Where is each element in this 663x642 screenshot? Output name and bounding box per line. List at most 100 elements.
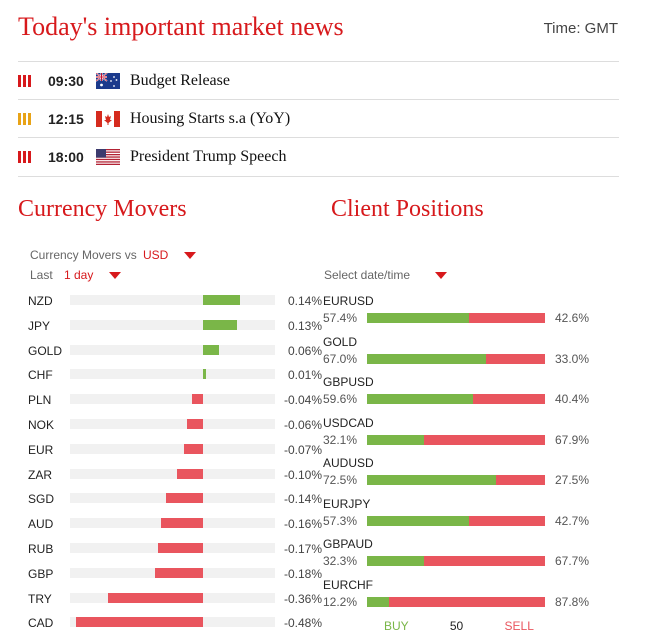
currency-name: EUR xyxy=(28,442,54,457)
buy-bar xyxy=(367,556,425,566)
position-bar xyxy=(367,556,545,566)
client-position-row[interactable]: GOLD 67.0% 33.0% xyxy=(323,335,593,375)
date-time-dropdown[interactable]: Select date/time xyxy=(324,268,448,282)
client-position-row[interactable]: AUDUSD 72.5% 27.5% xyxy=(323,456,593,496)
news-title: Today's important market news xyxy=(18,12,344,41)
currency-name: CAD xyxy=(28,616,54,631)
australia-flag-icon xyxy=(96,73,120,89)
sell-bar xyxy=(468,515,545,526)
currency-bar xyxy=(158,543,203,553)
currency-bar-track xyxy=(70,443,275,454)
sell-percent: 40.4% xyxy=(554,392,589,406)
client-positions-title: Client Positions xyxy=(331,196,484,222)
news-time: 12:15 xyxy=(48,111,84,127)
currency-change: -0.48% xyxy=(283,616,322,631)
position-bar xyxy=(367,313,545,323)
currency-bar-track xyxy=(70,344,275,355)
currency-bar-track xyxy=(70,543,275,553)
chevron-down-icon xyxy=(108,272,121,280)
news-row[interactable]: 12:15 Housing Starts s.a (YoY) xyxy=(18,99,619,138)
currency-bar xyxy=(165,493,203,504)
period-value: 1 day xyxy=(64,268,94,282)
position-bar xyxy=(367,434,545,445)
sell-bar xyxy=(424,556,545,566)
currency-row[interactable]: CHF 0.01% xyxy=(28,363,322,387)
period-dropdown[interactable]: 1 day xyxy=(64,268,121,282)
currency-row[interactable]: NZD 0.14% xyxy=(28,289,322,313)
currency-name: GBP xyxy=(28,566,54,581)
currency-bar xyxy=(187,419,203,429)
news-row[interactable]: 09:30 Budget Release xyxy=(18,61,619,100)
news-text[interactable]: Housing Starts s.a (YoY) xyxy=(130,110,291,127)
currency-bar-track xyxy=(70,493,275,504)
currency-bar-track xyxy=(70,518,275,529)
buy-percent: 57.4% xyxy=(323,311,358,325)
news-time: 18:00 xyxy=(48,149,84,165)
currency-name: ZAR xyxy=(28,467,52,482)
client-position-row[interactable]: GBPUSD 59.6% 40.4% xyxy=(323,375,593,415)
pair-name: EURCHF xyxy=(323,577,373,592)
sell-percent: 42.6% xyxy=(554,311,589,325)
currency-row[interactable]: RUB -0.17% xyxy=(28,537,322,561)
position-bar xyxy=(367,475,545,485)
currency-change: -0.17% xyxy=(283,542,322,556)
sell-legend: SELL xyxy=(504,619,534,633)
currency-row[interactable]: GBP -0.18% xyxy=(28,562,322,586)
currency-row[interactable]: SGD -0.14% xyxy=(28,487,322,511)
timezone-label[interactable]: Time: GMT xyxy=(543,20,618,37)
date-time-label: Select date/time xyxy=(324,268,411,282)
sell-bar xyxy=(486,353,545,364)
chevron-down-icon xyxy=(183,252,196,260)
currency-bar xyxy=(176,468,203,479)
currency-bar xyxy=(184,443,203,454)
client-position-row[interactable]: USDCAD 32.1% 67.9% xyxy=(323,416,593,456)
sell-bar xyxy=(424,434,545,445)
currency-bar-track xyxy=(70,567,275,578)
news-text[interactable]: President Trump Speech xyxy=(130,148,287,165)
pair-name: GBPUSD xyxy=(323,375,374,389)
currency-name: AUD xyxy=(28,517,54,532)
position-bar xyxy=(367,353,545,364)
sell-bar xyxy=(469,313,545,323)
currency-name: NOK xyxy=(28,418,55,432)
sell-bar xyxy=(388,596,545,607)
client-position-row[interactable]: EURUSD 57.4% 42.6% xyxy=(323,294,593,334)
currency-bar xyxy=(155,567,203,578)
news-row[interactable]: 18:00 President Trump Speech xyxy=(18,137,619,177)
pair-name: AUDUSD xyxy=(323,456,374,470)
client-position-row[interactable]: GBPAUD 32.3% 67.7% xyxy=(323,537,593,577)
currency-bar xyxy=(203,295,241,305)
pair-name: GOLD xyxy=(323,334,358,349)
currency-row[interactable]: TRY -0.36% xyxy=(28,587,322,611)
currency-name: CHF xyxy=(28,368,53,383)
currency-row[interactable]: EUR -0.07% xyxy=(28,438,322,462)
client-positions-legend: BUY 50 SELL xyxy=(384,619,534,633)
currency-change: 0.13% xyxy=(287,318,322,333)
currency-bar-track xyxy=(70,592,275,603)
currency-row[interactable]: GOLD 0.06% xyxy=(28,339,322,363)
importance-icon xyxy=(18,75,32,87)
currency-bar-track xyxy=(70,295,275,305)
importance-icon xyxy=(18,151,32,163)
buy-percent: 12.2% xyxy=(323,594,358,609)
currency-name: GOLD xyxy=(28,343,63,358)
currency-change: -0.16% xyxy=(283,517,322,532)
currency-row[interactable]: AUD -0.16% xyxy=(28,512,322,536)
client-position-row[interactable]: EURCHF 12.2% 87.8% xyxy=(323,578,593,618)
currency-row[interactable]: NOK -0.06% xyxy=(28,413,322,437)
currency-row[interactable]: ZAR -0.10% xyxy=(28,463,322,487)
currency-name: PLN xyxy=(28,393,52,408)
currency-name: SGD xyxy=(28,492,55,507)
currency-row[interactable]: JPY 0.13% xyxy=(28,314,322,338)
sell-percent: 67.9% xyxy=(554,432,589,447)
currency-row[interactable]: CAD -0.48% xyxy=(28,611,322,635)
currency-bar xyxy=(160,518,203,529)
currency-change: -0.10% xyxy=(283,467,322,482)
sell-percent: 33.0% xyxy=(554,351,589,366)
client-position-row[interactable]: EURJPY 57.3% 42.7% xyxy=(323,497,593,537)
currency-vs-label: Currency Movers vs xyxy=(30,248,137,262)
news-text[interactable]: Budget Release xyxy=(130,72,230,89)
currency-row[interactable]: PLN -0.04% xyxy=(28,388,322,412)
buy-percent: 57.3% xyxy=(323,513,358,528)
currency-vs-dropdown[interactable]: USD xyxy=(143,248,196,262)
